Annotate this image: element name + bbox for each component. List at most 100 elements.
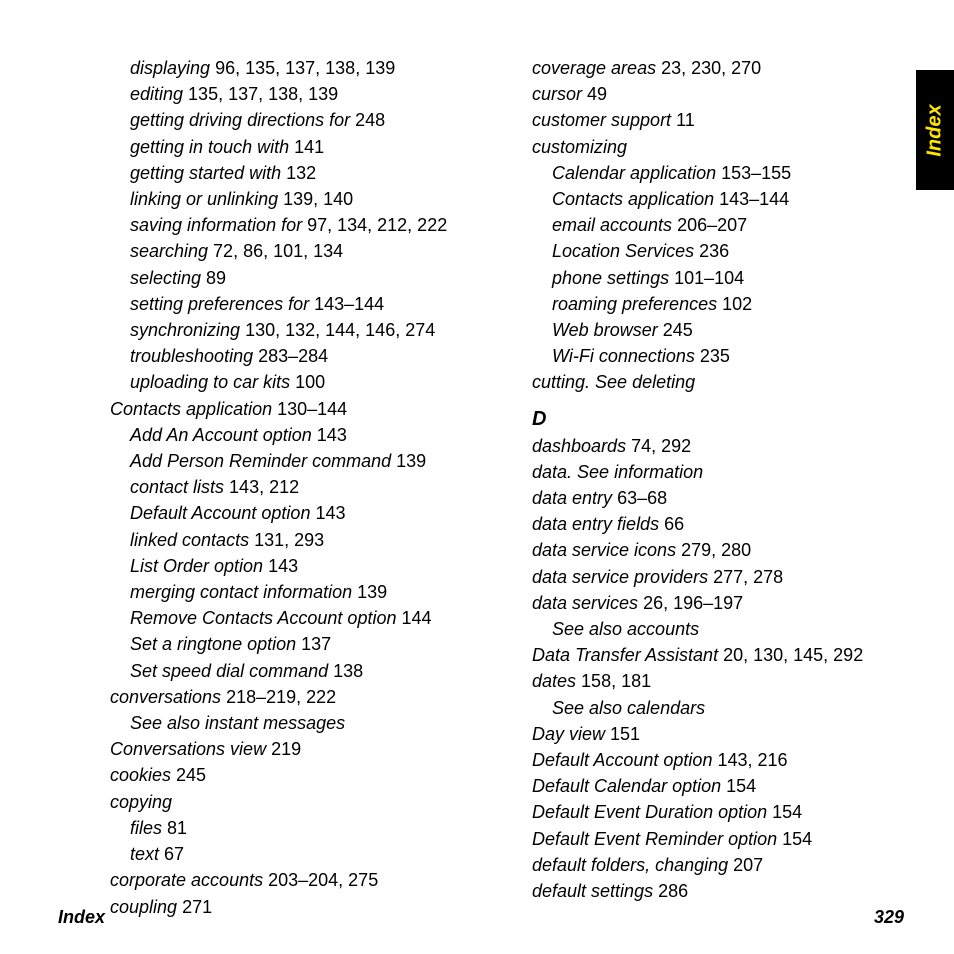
index-pages: 158, 181 [576,671,651,691]
index-term: dashboards [532,436,626,456]
index-term: editing [130,84,183,104]
index-entry: getting driving directions for 248 [110,107,502,133]
index-pages: 151 [605,724,640,744]
index-entry: Web browser 245 [532,317,924,343]
page-footer: Index 329 [58,907,904,928]
index-entry: linking or unlinking 139, 140 [110,186,502,212]
index-pages: 96, 135, 137, 138, 139 [210,58,395,78]
footer-section-label: Index [58,907,105,928]
index-pages: 154 [721,776,756,796]
index-term: conversations [110,687,221,707]
index-entry: coverage areas 23, 230, 270 [532,55,924,81]
index-pages: 235 [695,346,730,366]
index-pages: 206–207 [672,215,747,235]
index-entry: Calendar application 153–155 [532,160,924,186]
index-term: data service providers [532,567,708,587]
index-pages: 277, 278 [708,567,783,587]
index-entry: cutting. See deleting [532,369,924,395]
index-entry: email accounts 206–207 [532,212,924,238]
index-entry: Day view 151 [532,721,924,747]
index-pages: 154 [777,829,812,849]
index-pages: 245 [658,320,693,340]
index-entry: List Order option 143 [110,553,502,579]
index-term: merging contact information [130,582,352,602]
index-entry: Default Account option 143 [110,500,502,526]
index-term: data. See information [532,462,703,482]
index-entry: Default Calendar option 154 [532,773,924,799]
index-pages: 279, 280 [676,540,751,560]
index-term: Contacts application [552,189,714,209]
index-term: corporate accounts [110,870,263,890]
index-pages: 219 [266,739,301,759]
index-entry: corporate accounts 203–204, 275 [110,867,502,893]
index-pages: 101–104 [669,268,744,288]
index-entry: displaying 96, 135, 137, 138, 139 [110,55,502,81]
index-pages: 141 [289,137,324,157]
index-term: getting started with [130,163,281,183]
index-column-right: coverage areas 23, 230, 270cursor 49 cust… [532,55,924,920]
index-entry: getting started with 132 [110,160,502,186]
index-term: linked contacts [130,530,249,550]
index-entry: Contacts application 130–144 [110,396,502,422]
index-term: email accounts [552,215,672,235]
index-entry: linked contacts 131, 293 [110,527,502,553]
index-pages: 130–144 [272,399,347,419]
index-term: linking or unlinking [130,189,278,209]
index-term: cookies [110,765,171,785]
footer-page-number: 329 [874,907,904,928]
index-term: Remove Contacts Account option [130,608,396,628]
index-pages: 154 [767,802,802,822]
index-pages: 139, 140 [278,189,353,209]
index-term: getting in touch with [130,137,289,157]
side-tab: Index [916,70,954,190]
index-pages: 236 [694,241,729,261]
index-term: Web browser [552,320,658,340]
index-term: phone settings [552,268,669,288]
index-term: data entry [532,488,612,508]
index-pages: 131, 293 [249,530,324,550]
index-entry: See also calendars [532,695,924,721]
index-term: Wi-Fi connections [552,346,695,366]
index-entry: cursor 49 [532,81,924,107]
index-pages: 143–144 [714,189,789,209]
index-entry: Default Account option 143, 216 [532,747,924,773]
index-entry: conversations 218–219, 222 [110,684,502,710]
index-term: files [130,818,162,838]
index-entry: customizing [532,134,924,160]
index-entry: merging contact information 139 [110,579,502,605]
index-pages: 89 [201,268,226,288]
index-entry: data. See information [532,459,924,485]
index-pages: 72, 86, 101, 134 [208,241,343,261]
index-term: cutting. See deleting [532,372,695,392]
index-term: selecting [130,268,201,288]
index-term: See also instant messages [130,713,345,733]
index-entry: searching 72, 86, 101, 134 [110,238,502,264]
index-pages: 286 [653,881,688,901]
index-entry: Add An Account option 143 [110,422,502,448]
index-entry: Location Services 236 [532,238,924,264]
index-entry: Default Event Duration option 154 [532,799,924,825]
index-term: contact lists [130,477,224,497]
index-pages: 137 [296,634,331,654]
index-entry: Remove Contacts Account option 144 [110,605,502,631]
index-pages: 66 [659,514,684,534]
index-pages: 130, 132, 144, 146, 274 [240,320,435,340]
index-term: Day view [532,724,605,744]
index-entry: getting in touch with 141 [110,134,502,160]
index-pages: 135, 137, 138, 139 [183,84,338,104]
index-entry: cookies 245 [110,762,502,788]
index-pages: 144 [396,608,431,628]
index-entry: See also accounts [532,616,924,642]
index-term: troubleshooting [130,346,253,366]
index-pages: 20, 130, 145, 292 [718,645,863,665]
index-entry: saving information for 97, 134, 212, 222 [110,212,502,238]
index-pages: 143, 212 [224,477,299,497]
index-entry: Default Event Reminder option 154 [532,826,924,852]
index-entry: Data Transfer Assistant 20, 130, 145, 29… [532,642,924,668]
index-term: data service icons [532,540,676,560]
side-tab-label: Index [924,104,947,156]
index-pages: 207 [728,855,763,875]
index-entry: roaming preferences 102 [532,291,924,317]
index-entry: data service providers 277, 278 [532,564,924,590]
index-term: searching [130,241,208,261]
